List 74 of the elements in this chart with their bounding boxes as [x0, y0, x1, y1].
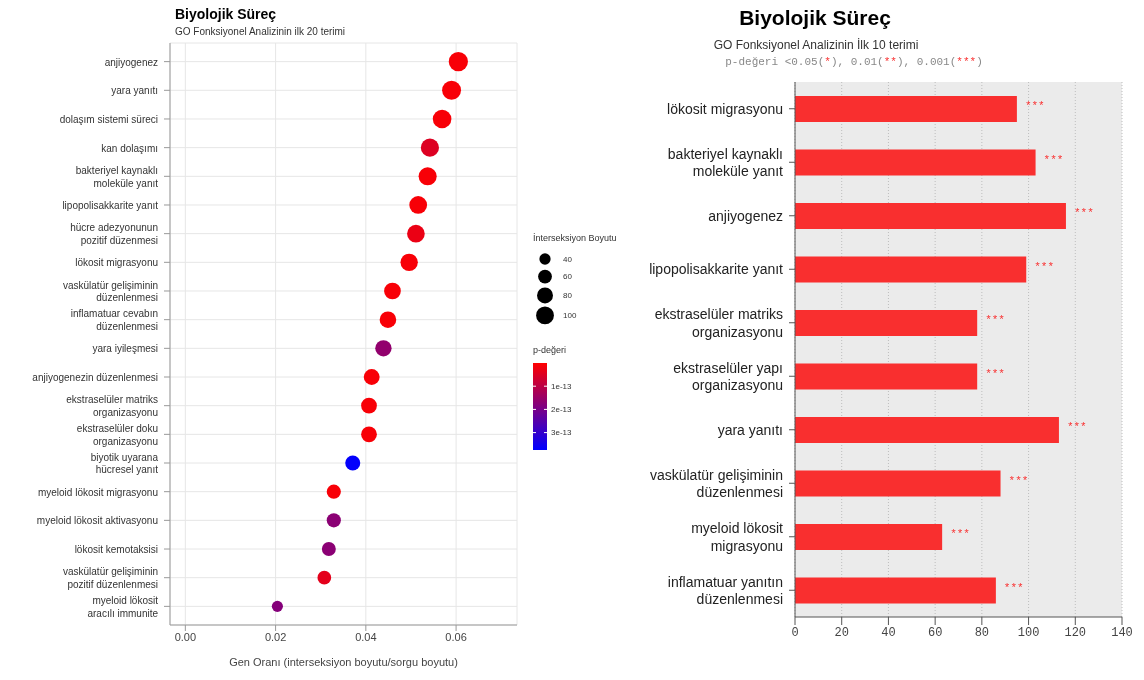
bar [795, 524, 943, 550]
x-tick-label: 0 [791, 625, 799, 640]
y-tick-label: lökosit migrasyonu [75, 256, 158, 268]
y-tick-label: bakteriyel kaynaklı moleküle yanıt [75, 164, 159, 189]
y-tick-label: biyotik uyarana hücresel yanıt [90, 451, 159, 475]
y-tick-label: myeloid lökosit aracılı immunite [87, 594, 159, 619]
chart-subtitle: GO Fonksiyonel Analizinin İlk 10 terimi [712, 38, 920, 52]
color-bar-title: p-değeri [533, 345, 567, 355]
y-tick-label: vaskülatür gelişiminin düzenlenmesi [649, 466, 783, 500]
data-label: *** [1034, 260, 1055, 273]
x-tick-label: 40 [881, 625, 896, 640]
y-tick-label: bakteriyel kaynaklı moleküle yanıt [667, 145, 784, 179]
y-tick-label: myeloid lökosit aktivasyonu [36, 514, 158, 526]
x-axis-title: Gen Oranı (interseksiyon boyutu/sorgu boyutu) [229, 656, 458, 668]
data-label: *** [1043, 153, 1064, 166]
y-tick-label: hücre adezyonunun pozitif düzenmesi [70, 221, 158, 246]
y-tick-label: yara yanıtı [717, 421, 783, 438]
color-bar-label: 3e-13 [551, 428, 573, 438]
bar [795, 417, 1059, 443]
legend-label: 60 [563, 272, 573, 282]
x-tick-label: 0.06 [445, 630, 467, 643]
bar [795, 310, 978, 336]
data-label: *** [1008, 474, 1029, 487]
bar [795, 96, 1017, 122]
data-label: *** [985, 367, 1005, 380]
legend-label: 40 [563, 254, 573, 264]
x-tick-label: 0.02 [264, 630, 287, 643]
legend-title: İnterseksiyon Boyutu [533, 233, 617, 243]
y-tick-label: vaskülatür gelişiminin düzenlenmesi [62, 279, 158, 303]
y-tick-label: ekstraselüler matriks organizasyonu [654, 306, 783, 340]
chart-title: Biyolojik Süreç [738, 6, 892, 30]
y-tick-label: anjiyogenezin düzenlenmesi [32, 371, 158, 383]
y-tick-label: myeloid lökosit migrasyonu [37, 486, 158, 498]
x-tick-label: 80 [974, 625, 990, 640]
y-tick-label: anjiyogenez [104, 56, 158, 68]
color-bar-label: 2e-13 [551, 404, 573, 414]
data-label: *** [1003, 581, 1024, 594]
text: p-değeri <0.05(*), 0.01(**), 0.001(***) [725, 56, 983, 68]
bar [795, 149, 1036, 176]
x-tick-label: 140 [1111, 625, 1133, 640]
y-tick-label: yara iyileşmesi [92, 342, 158, 354]
x-tick-label: 100 [1017, 625, 1040, 640]
color-bar-label: 1e-13 [551, 381, 573, 391]
y-tick-label: inflamatuar yanıtın düzenlenmesi [667, 573, 783, 607]
legend-label: 80 [563, 290, 573, 300]
x-tick-label: 120 [1064, 625, 1087, 640]
data-label: *** [1066, 421, 1087, 433]
data-label: *** [1073, 207, 1094, 219]
y-tick-label: dolaşım sistemi süreci [59, 113, 158, 125]
chart-title: Biyolojik Süreç [175, 6, 277, 22]
y-tick-label: kan dolaşımı [101, 142, 158, 154]
y-tick-label: lipopolisakkarite yanıt [62, 199, 159, 211]
y-tick-label: lökosit kemotaksisi [74, 543, 158, 555]
y-tick-label: lökosit migrasyonu [667, 100, 783, 117]
x-tick-label: 60 [927, 625, 943, 640]
y-tick-label: myeloid lökosit migrasyonu [691, 520, 784, 554]
bar [795, 470, 1001, 497]
data-label: *** [985, 314, 1005, 326]
x-tick-label: 0.00 [174, 630, 197, 643]
data-label: *** [950, 528, 970, 540]
y-tick-label: inflamatuar cevabın düzenlenmesi [70, 307, 158, 332]
y-tick-label: yara yanıtı [111, 84, 158, 96]
bar [795, 577, 996, 604]
y-tick-label: lipopolisakkarite yanıt [649, 261, 784, 278]
y-tick-label: anjiyogenez [708, 207, 783, 224]
data-label: *** [1024, 100, 1045, 112]
bar [795, 203, 1066, 229]
bar [795, 363, 978, 390]
x-tick-label: 0.04 [355, 630, 377, 643]
legend-label: 100 [563, 310, 577, 320]
chart-subtitle: GO Fonksiyonel Analizinin ilk 20 terimi [175, 26, 346, 37]
y-tick-label: ekstraselüler yapı organizasyonu [673, 359, 783, 393]
bar [795, 256, 1027, 283]
x-tick-label: 20 [834, 625, 849, 640]
